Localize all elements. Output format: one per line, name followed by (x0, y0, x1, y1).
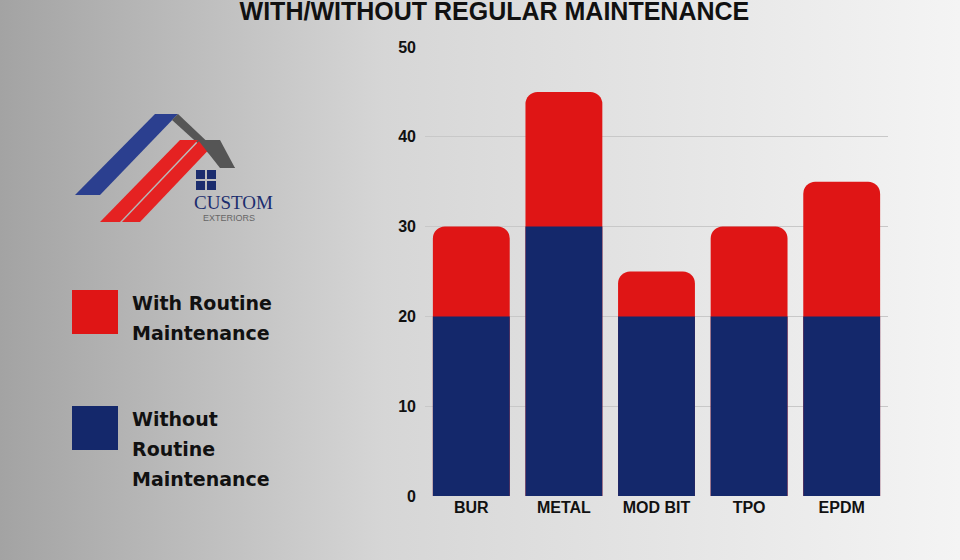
svg-text:EXTERIORS: EXTERIORS (203, 213, 255, 223)
svg-text:EPDM: EPDM (819, 499, 865, 516)
html-text:With Routine Maintenance: With Routine Maintenance (132, 292, 272, 344)
svg-text:BUR: BUR (454, 499, 489, 516)
svg-text:0: 0 (407, 488, 416, 505)
html-text:Without Routine Maintenance: Without Routine Maintenance (132, 408, 270, 490)
svg-text:METAL: METAL (537, 499, 591, 516)
svg-text:40: 40 (398, 128, 416, 145)
svg-text:20: 20 (398, 308, 416, 325)
svg-text:30: 30 (398, 218, 416, 235)
svg-text:WITH/WITHOUT REGULAR MAINTENAN: WITH/WITHOUT REGULAR MAINTENANCE (240, 0, 750, 25)
svg-text:10: 10 (398, 398, 416, 415)
svg-text:MOD BIT: MOD BIT (623, 499, 691, 516)
svg-text:CUSTOM: CUSTOM (194, 192, 273, 213)
svg-text:50: 50 (398, 39, 416, 56)
svg-text:TPO: TPO (733, 499, 766, 516)
